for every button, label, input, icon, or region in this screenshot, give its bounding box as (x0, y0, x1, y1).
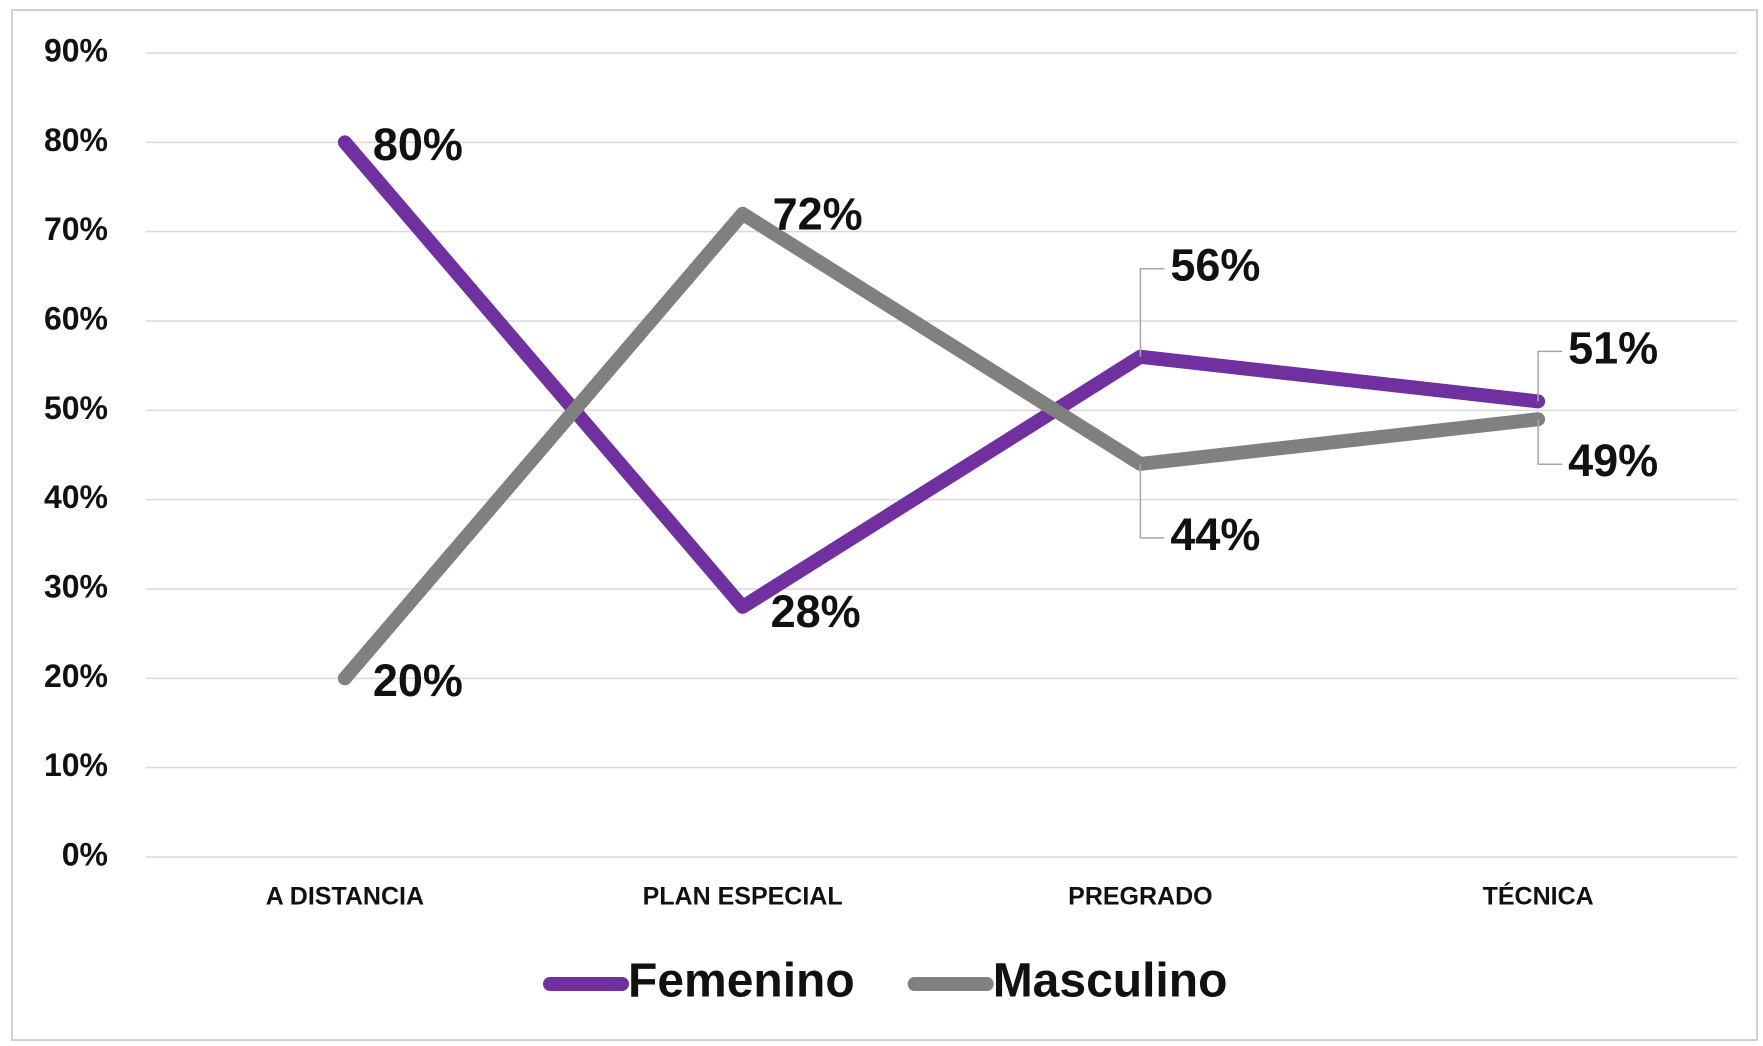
data-label: 49% (1568, 435, 1658, 486)
y-tick-label: 10% (44, 747, 108, 783)
legend-label: Masculino (993, 955, 1228, 1008)
y-tick-label: 40% (44, 479, 108, 515)
x-tick-label: PLAN ESPECIAL (643, 883, 843, 911)
y-tick-label: 90% (44, 32, 108, 68)
data-label: 80% (373, 119, 463, 170)
x-tick-label: PREGRADO (1068, 883, 1212, 911)
data-label: 28% (771, 586, 861, 637)
leader-line (1139, 463, 1165, 539)
x-tick-label: TÉCNICA (1483, 882, 1594, 911)
data-label: 20% (373, 655, 463, 706)
y-tick-label: 60% (44, 300, 108, 336)
legend-label: Femenino (628, 955, 855, 1008)
data-label: 72% (773, 189, 863, 240)
line-series (337, 135, 1546, 614)
leader-line (1139, 267, 1165, 357)
data-label: 51% (1568, 322, 1658, 373)
line-series (337, 206, 1546, 686)
y-tick-label: 70% (44, 211, 108, 247)
y-tick-label: 0% (62, 836, 108, 872)
leader-line (1537, 419, 1563, 466)
data-label: 44% (1170, 509, 1260, 560)
leader-line (1537, 350, 1563, 402)
x-tick-label: A DISTANCIA (266, 883, 424, 911)
y-tick-label: 20% (44, 658, 108, 694)
data-label: 56% (1170, 240, 1260, 291)
y-tick-label: 30% (44, 568, 108, 604)
y-tick-label: 50% (44, 390, 108, 426)
y-tick-label: 80% (44, 122, 108, 158)
